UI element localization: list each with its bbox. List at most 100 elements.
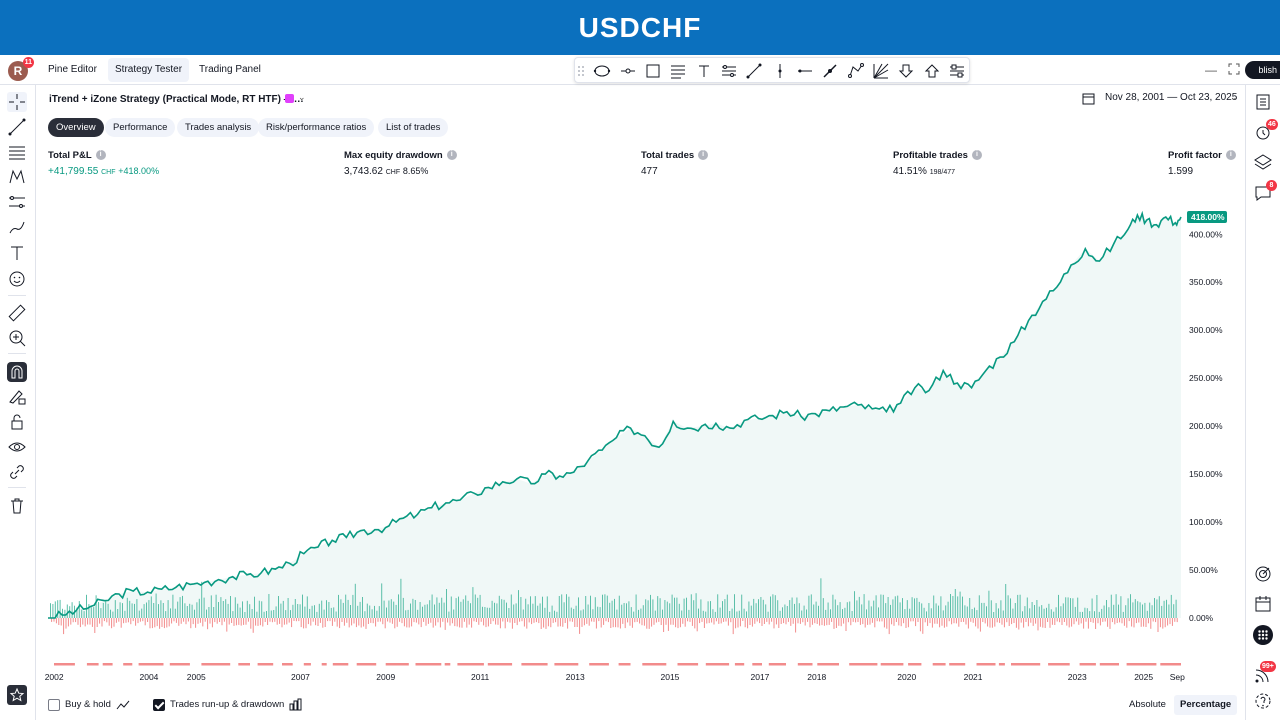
buy-hold-checkbox[interactable] [48, 699, 60, 711]
strategy-color-icon[interactable] [285, 94, 294, 103]
tab-pine-editor[interactable]: Pine Editor [48, 64, 97, 75]
avatar[interactable]: R 11 [8, 57, 34, 81]
tab-trading-panel[interactable]: Trading Panel [199, 64, 261, 75]
help-icon[interactable] [1253, 691, 1273, 711]
drawdown-bar [1147, 618, 1149, 624]
minimize-icon[interactable]: — [1205, 63, 1217, 77]
drawdown-bar [451, 618, 453, 624]
runup-bar [242, 601, 243, 618]
drawdown-bar [711, 618, 713, 623]
info-icon[interactable]: i [95, 150, 106, 161]
arrow-down-icon[interactable] [897, 62, 915, 80]
info-icon[interactable]: i [698, 150, 709, 161]
date-range[interactable]: Nov 28, 2001 — Oct 23, 2025 [1105, 92, 1238, 103]
ellipse-icon[interactable] [593, 62, 611, 80]
equity-chart[interactable]: 0.00% 50.00% 100.00% 150.00% 200.00% 250.00% 3… [36, 186, 1245, 691]
fib-retracement-icon[interactable] [669, 62, 687, 80]
drawdown-bar [406, 618, 408, 628]
runup-bar [426, 604, 428, 618]
runup-bar [815, 601, 817, 618]
ruler-icon[interactable] [7, 303, 27, 323]
drawdown-bar [696, 618, 698, 632]
zoom-in-icon[interactable] [7, 328, 27, 348]
strategy-name[interactable]: iTrend + iZone Strategy (Practical Mode,… [49, 94, 304, 105]
runup-bar [676, 597, 678, 618]
publish-button[interactable]: blish [1245, 61, 1280, 79]
tab-overview[interactable]: Overview [48, 118, 104, 137]
drawdown-bar [1003, 618, 1005, 628]
runup-bar [491, 600, 493, 618]
trash-icon[interactable] [7, 496, 27, 516]
runup-bar [990, 600, 992, 618]
drawdown-bar [480, 618, 482, 622]
brush-icon[interactable] [7, 217, 27, 237]
star-icon[interactable] [7, 685, 27, 705]
info-icon[interactable]: i [446, 150, 457, 161]
currency-label: CHF [385, 169, 401, 176]
runup-drawdown-checkbox[interactable] [153, 699, 165, 711]
arrow-up-icon[interactable] [923, 62, 941, 80]
info-icon[interactable]: i [971, 150, 982, 161]
calendar-icon[interactable] [1082, 92, 1095, 105]
drawdown-bar [1027, 618, 1029, 627]
drawdown-bar [478, 618, 480, 625]
drawdown-bar [1121, 618, 1123, 624]
maximize-icon[interactable] [1228, 63, 1240, 75]
chevron-down-icon[interactable]: ⌄ [298, 92, 306, 102]
runup-bar [105, 601, 107, 618]
fib-icon[interactable] [7, 142, 27, 162]
tab-trades-analysis[interactable]: Trades analysis [177, 118, 260, 137]
drawdown-bar [747, 618, 749, 629]
runup-bar [882, 594, 884, 618]
trend-line-icon[interactable] [7, 117, 27, 137]
percentage-toggle[interactable]: Percentage [1174, 695, 1238, 715]
pattern-icon[interactable] [7, 167, 27, 187]
drawdown-bar [847, 618, 849, 623]
horizontal-ray-icon[interactable] [619, 62, 637, 80]
settings-icon[interactable] [948, 62, 966, 80]
alerts-icon[interactable] [1253, 122, 1273, 142]
runup-bar [705, 611, 707, 618]
lock-icon[interactable] [7, 412, 27, 432]
magnet-icon[interactable] [7, 362, 27, 382]
apps-icon[interactable] [1253, 625, 1273, 645]
runup-bar [249, 604, 251, 618]
crosshair-icon[interactable] [7, 92, 27, 112]
text-icon[interactable] [695, 62, 713, 80]
absolute-toggle[interactable]: Absolute [1129, 699, 1166, 710]
gann-fan-icon[interactable] [872, 62, 890, 80]
target-icon[interactable] [1253, 564, 1273, 584]
calendar-icon[interactable] [1253, 594, 1273, 614]
drawdown-bar [53, 618, 55, 622]
layers-icon[interactable] [1253, 152, 1273, 172]
prediction-icon[interactable] [7, 192, 27, 212]
trade-period-mark [768, 663, 786, 666]
drawdown-bar [679, 618, 681, 628]
rectangle-icon[interactable] [644, 62, 662, 80]
chevron-down-icon[interactable]: ⌄ [1230, 92, 1238, 102]
watchlist-icon[interactable] [1253, 92, 1273, 112]
runup-bar [1149, 602, 1151, 618]
runup-bar [347, 599, 349, 618]
runup-bar [364, 611, 366, 618]
vertical-line-icon[interactable] [771, 62, 789, 80]
trend-line-icon[interactable] [745, 62, 763, 80]
tab-performance[interactable]: Performance [105, 118, 176, 137]
signal-icon[interactable] [1253, 665, 1273, 685]
text-icon[interactable] [7, 243, 27, 263]
tab-strategy-tester[interactable]: Strategy Tester [108, 58, 190, 82]
runup-bar [652, 599, 654, 618]
drawdown-bar [262, 618, 264, 627]
link-icon[interactable] [7, 462, 27, 482]
emoji-icon[interactable] [7, 269, 27, 289]
parallel-channel-icon[interactable] [720, 62, 738, 80]
info-icon[interactable]: i [1225, 150, 1236, 161]
drag-handle-icon[interactable] [577, 62, 585, 80]
tab-list-of-trades[interactable]: List of trades [378, 118, 449, 137]
path-icon[interactable] [847, 62, 865, 80]
tab-risk-ratios[interactable]: Risk/performance ratios [258, 118, 375, 137]
horizontal-line-tool-icon[interactable] [796, 62, 814, 80]
lock-drawing-icon[interactable] [7, 387, 27, 407]
eye-icon[interactable] [7, 437, 27, 457]
info-line-icon[interactable] [821, 62, 839, 80]
